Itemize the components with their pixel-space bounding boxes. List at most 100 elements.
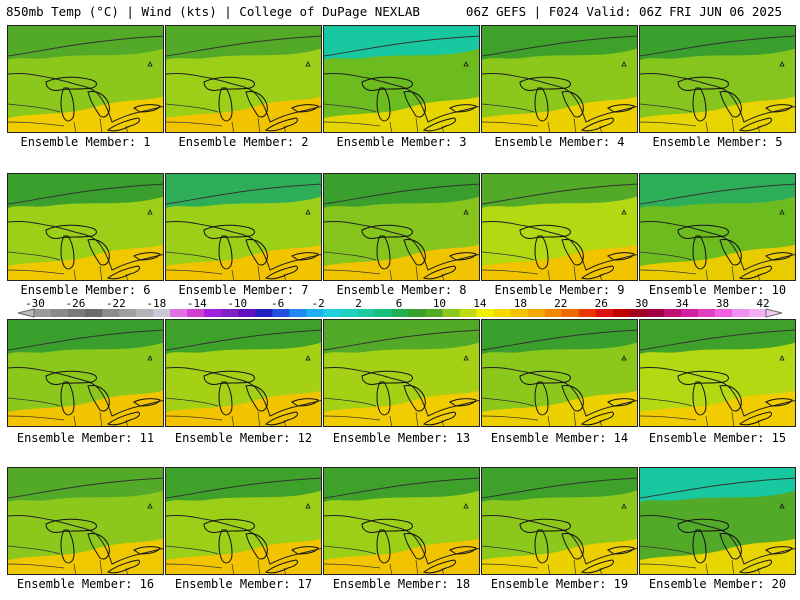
colorbar-tick-label: 2 [355,297,362,310]
temperature-map [482,174,637,280]
colorbar-tick-label: -2 [311,297,325,310]
colorbar-swatch [391,309,410,317]
colorbar-swatch [102,309,120,317]
colorbar-swatch [612,309,631,317]
ensemble-member-panel [481,467,638,575]
temperature-map [8,26,163,132]
temperature-map [482,26,637,132]
ensemble-member-panel [323,467,480,575]
colorbar-swatch [153,309,171,317]
colorbar-swatch [442,309,461,317]
ensemble-member-label: Ensemble Member: 12 [174,431,313,445]
ensemble-member-label: Ensemble Member: 3 [336,135,467,149]
map-title: 850mb Temp (°C) | Wind (kts) | College o… [6,4,420,19]
ensemble-member-label: Ensemble Member: 19 [490,577,629,591]
colorbar-swatch [306,309,324,317]
colorbar-tick-label: -22 [105,297,126,310]
colorbar-swatch [34,309,52,317]
temperature-map [166,468,321,574]
colorbar-tick-label: -10 [227,297,248,310]
ensemble-member-label: Ensemble Member: 7 [178,283,309,297]
ensemble-member-label: Ensemble Member: 17 [174,577,313,591]
ensemble-member-panel [323,25,480,133]
temperature-map [166,174,321,280]
temperature-map [482,320,637,426]
colorbar-swatch [476,309,495,317]
ensemble-member-panel [481,173,638,281]
temperature-map [640,320,795,426]
colorbar-left-arrow [17,308,35,318]
ensemble-member-panel [323,173,480,281]
temperature-map [324,320,479,426]
colorbar-swatch [425,309,444,317]
ensemble-member-panel [481,319,638,427]
ensemble-member-panel [323,319,480,427]
colorbar-tick-label: 30 [635,297,649,310]
temperature-map [640,174,795,280]
temperature-map [640,26,795,132]
ensemble-member-label: Ensemble Member: 9 [494,283,625,297]
temperature-map [324,468,479,574]
ensemble-member-panel [7,319,164,427]
colorbar [17,308,783,318]
ensemble-member-panel [165,25,322,133]
ensemble-member-panel [639,319,796,427]
ensemble-member-panel [7,173,164,281]
temperature-map [324,26,479,132]
colorbar-swatch [697,309,716,317]
temperature-map [8,468,163,574]
colorbar-swatch [51,309,69,317]
colorbar-tick-label: -14 [186,297,207,310]
colorbar-swatch [646,309,665,317]
colorbar-swatch [340,309,358,317]
colorbar-right-arrow [765,308,783,318]
ensemble-member-label: Ensemble Member: 6 [20,283,151,297]
colorbar-swatch [136,309,154,317]
temperature-map [8,320,163,426]
colorbar-swatch [408,309,427,317]
colorbar-swatch [357,309,375,317]
colorbar-swatch [527,309,546,317]
ensemble-member-label: Ensemble Member: 13 [332,431,471,445]
colorbar-swatch [255,309,273,317]
colorbar-tick-label: 22 [554,297,568,310]
colorbar-swatch [714,309,733,317]
colorbar-swatch [272,309,290,317]
ensemble-member-panel [165,467,322,575]
ensemble-member-label: Ensemble Member: 4 [494,135,625,149]
ensemble-member-label: Ensemble Member: 2 [178,135,309,149]
colorbar-swatch [238,309,256,317]
temperature-map [482,468,637,574]
colorbar-tick-label: 6 [395,297,403,310]
colorbar-swatch [561,309,580,317]
colorbar-tick-label: 18 [513,297,527,310]
temperature-map [166,320,321,426]
ensemble-member-label: Ensemble Member: 11 [16,431,155,445]
ensemble-member-panel [639,467,796,575]
colorbar-swatch [459,309,478,317]
colorbar-tick-label: 38 [715,297,730,310]
ensemble-member-panel [639,25,796,133]
colorbar-tick-label: -30 [25,297,45,310]
colorbar-tick-label: 26 [594,297,608,310]
colorbar-swatch [629,309,648,317]
ensemble-member-label: Ensemble Member: 14 [490,431,629,445]
colorbar-swatch [68,309,86,317]
temperature-map [640,468,795,574]
ensemble-member-panel [7,25,164,133]
ensemble-member-label: Ensemble Member: 5 [652,135,783,149]
colorbar-tick-label: -6 [271,297,285,310]
ensemble-member-label: Ensemble Member: 15 [648,431,787,445]
ensemble-member-label: Ensemble Member: 20 [648,577,787,591]
temperature-map [8,174,163,280]
colorbar-swatch [680,309,699,317]
temperature-map [166,26,321,132]
temperature-map [324,174,479,280]
colorbar-swatch [578,309,597,317]
colorbar-swatch [595,309,614,317]
colorbar-swatch [170,309,188,317]
ensemble-member-label: Ensemble Member: 1 [20,135,151,149]
ensemble-member-panel [165,173,322,281]
colorbar-swatch [187,309,205,317]
colorbar-tick-label: 42 [756,297,770,310]
